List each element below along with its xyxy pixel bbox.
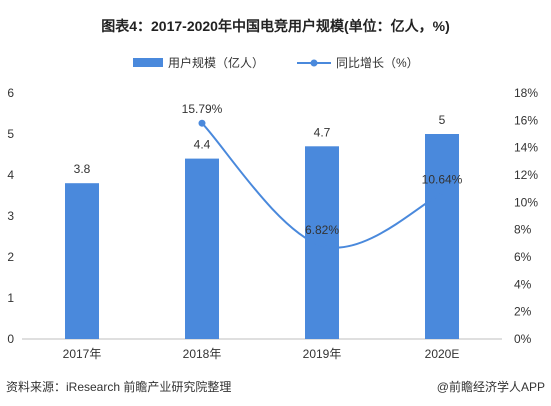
legend-label-bar: 用户规模（亿人） xyxy=(168,56,265,70)
line-data-label: 15.79% xyxy=(182,102,223,116)
chart-title: 图表4：2017-2020年中国电竞用户规模(单位：亿人，%) xyxy=(101,18,450,34)
y-left-tick-label: 5 xyxy=(7,127,14,141)
y-right-tick-label: 2% xyxy=(514,305,532,319)
brand-note: @前瞻经济学人APP xyxy=(436,380,545,394)
bar-data-label: 4.7 xyxy=(314,125,331,139)
y-right-tick-label: 4% xyxy=(514,277,532,291)
y-right-tick-label: 10% xyxy=(514,195,538,209)
y-right-tick-label: 8% xyxy=(514,223,532,237)
y-right-tick-label: 12% xyxy=(514,168,538,182)
x-tick-label: 2019年 xyxy=(303,347,342,361)
line-point xyxy=(198,119,206,127)
y-left-tick-label: 4 xyxy=(7,168,14,182)
chart-legend: 用户规模（亿人） 同比增长（%） xyxy=(0,54,551,70)
legend-swatch-line xyxy=(297,59,331,66)
x-tick-label: 2020E xyxy=(425,347,460,361)
legend-swatch-bar xyxy=(133,58,163,67)
bar xyxy=(305,146,339,339)
bar xyxy=(185,158,219,339)
x-tick-label: 2017年 xyxy=(63,347,102,361)
bar-data-label: 3.8 xyxy=(74,162,91,176)
y-left-tick-label: 3 xyxy=(7,209,14,223)
source-note: 资料来源：iResearch 前瞻产业研究院整理 xyxy=(6,380,232,394)
bar xyxy=(425,134,459,339)
y-right-tick-label: 14% xyxy=(514,141,538,155)
y-right-tick-label: 0% xyxy=(514,332,532,346)
legend-item-bar: 用户规模（亿人） xyxy=(133,54,264,71)
y-left-tick-label: 1 xyxy=(7,291,14,305)
line-data-label: 6.82% xyxy=(305,223,339,237)
y-right-tick-label: 6% xyxy=(514,250,532,264)
y-left-tick-label: 0 xyxy=(7,332,14,346)
y-left-tick-label: 6 xyxy=(7,86,14,100)
legend-item-line: 同比增长（%） xyxy=(297,54,419,71)
line-data-label: 10.64% xyxy=(422,173,463,187)
x-tick-label: 2018年 xyxy=(183,347,222,361)
bar xyxy=(65,183,99,339)
growth-line xyxy=(201,122,443,249)
bar-data-label: 4.4 xyxy=(194,138,211,152)
y-right-tick-label: 18% xyxy=(514,86,538,100)
bar-data-label: 5 xyxy=(439,113,446,127)
y-right-tick-label: 16% xyxy=(514,113,538,127)
legend-label-line: 同比增长（%） xyxy=(336,56,419,70)
y-left-tick-label: 2 xyxy=(7,250,14,264)
